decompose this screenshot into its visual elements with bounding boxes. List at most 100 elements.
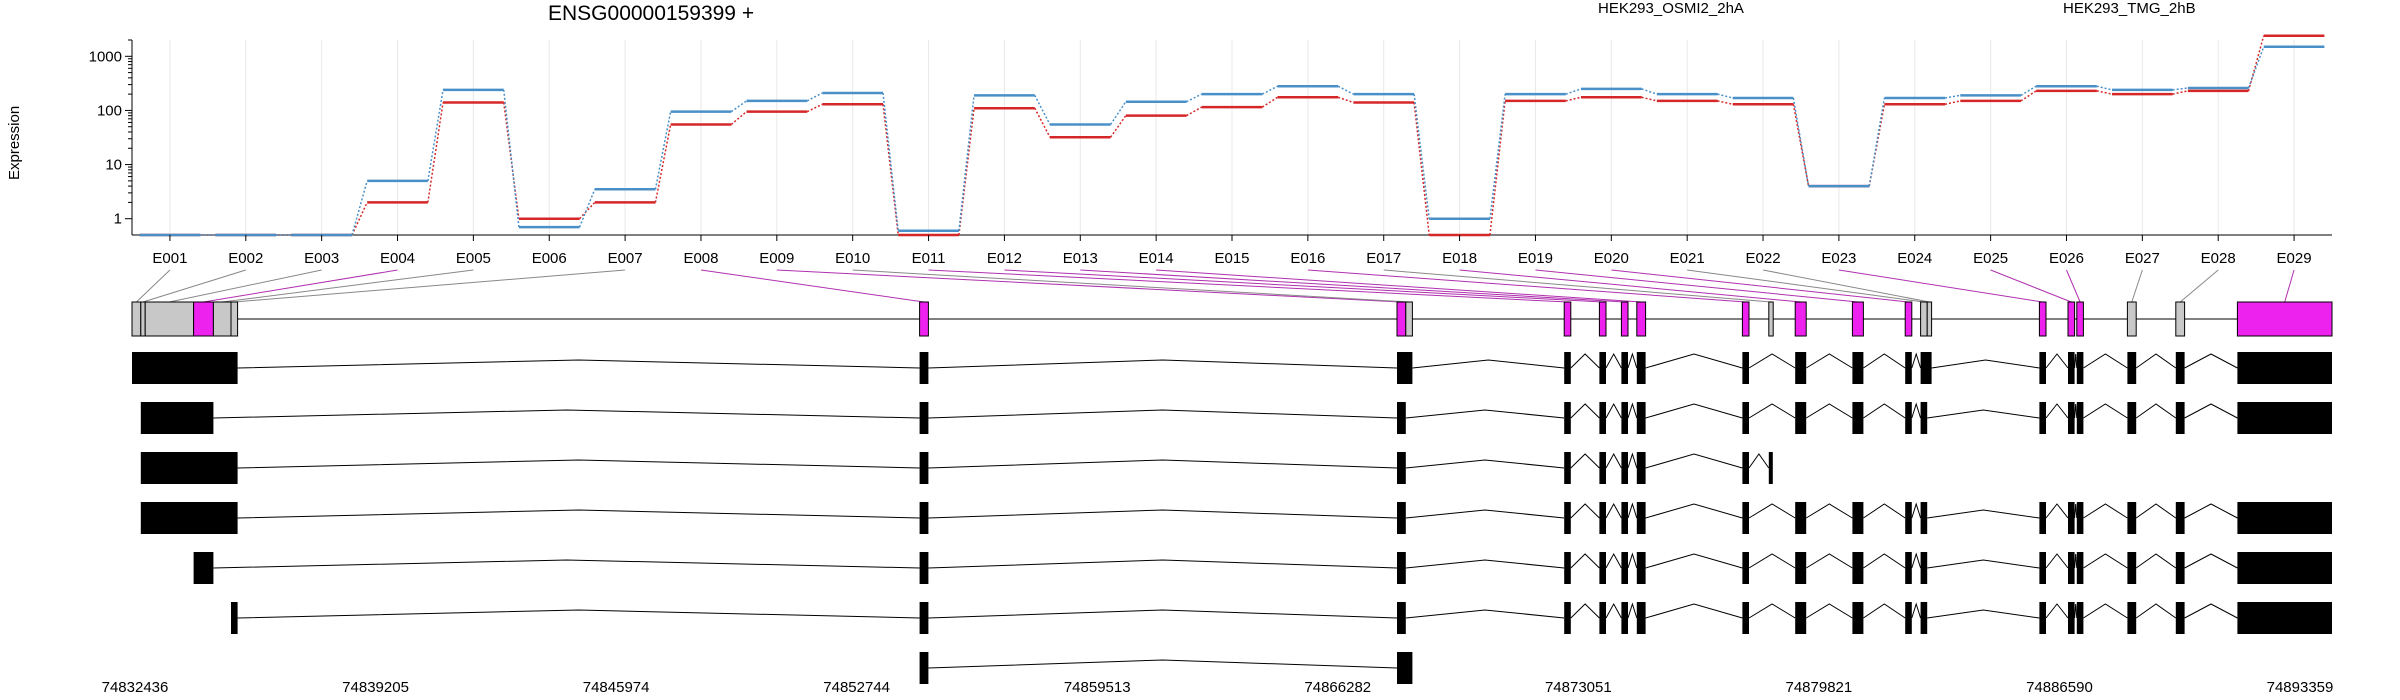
intron xyxy=(928,509,1398,519)
series-transition xyxy=(806,103,823,113)
x-tick-label-e016: E016 xyxy=(1290,250,1325,267)
exon xyxy=(2237,502,2332,534)
intron xyxy=(2074,603,2078,619)
transcript-6 xyxy=(231,602,2332,634)
series-transition xyxy=(2096,90,2113,95)
intron xyxy=(237,459,920,469)
exon xyxy=(919,602,929,634)
x-tick-label-e011: E011 xyxy=(912,250,946,267)
series-transition xyxy=(2172,87,2188,91)
exon xyxy=(919,552,929,584)
exon-connector xyxy=(234,269,626,303)
x-tick-label-e027: E027 xyxy=(2125,250,2160,267)
intron xyxy=(1627,352,1638,369)
x-tick-label-e012: E012 xyxy=(987,250,1022,267)
exon-connector xyxy=(2131,269,2143,303)
exon xyxy=(1852,402,1864,434)
exon xyxy=(2039,602,2046,634)
exon-connector xyxy=(928,269,1568,303)
intron xyxy=(1645,453,1743,469)
x-tick-label-e007: E007 xyxy=(608,250,643,267)
exon-connector xyxy=(203,269,398,303)
series-transition xyxy=(1034,107,1051,138)
intron xyxy=(1645,403,1743,419)
series-transition xyxy=(579,201,596,220)
exon-bin xyxy=(1598,301,1607,337)
series-transition xyxy=(1489,94,1506,219)
exon xyxy=(1636,502,1646,534)
intron xyxy=(237,609,920,619)
exon xyxy=(1621,602,1628,634)
series-transition xyxy=(1717,93,1733,99)
series-transition xyxy=(1792,97,1810,187)
exon xyxy=(2039,502,2046,534)
intron xyxy=(1863,503,1906,519)
exon xyxy=(1742,602,1749,634)
exon xyxy=(1795,352,1807,384)
exon xyxy=(2127,602,2137,634)
x-tick-label-e023: E023 xyxy=(1821,250,1856,267)
intron xyxy=(1911,502,1922,519)
exon xyxy=(1599,352,1606,384)
intron xyxy=(1627,602,1638,619)
intron xyxy=(2083,603,2128,619)
exon-bin xyxy=(2067,301,2076,337)
exon-bin xyxy=(140,301,146,337)
exon xyxy=(1920,602,1928,634)
series-transition xyxy=(2172,90,2189,95)
exon xyxy=(1636,452,1646,484)
exon xyxy=(1795,502,1807,534)
intron xyxy=(1748,353,1796,369)
intron xyxy=(1805,353,1853,369)
intron xyxy=(2184,553,2238,569)
exon xyxy=(1621,352,1628,384)
exon xyxy=(1920,352,1932,384)
intron xyxy=(237,359,920,369)
exon xyxy=(2237,552,2332,584)
series-transition xyxy=(882,92,899,231)
exon-bin xyxy=(1920,301,1928,337)
series-transition xyxy=(1641,96,1658,102)
coordinate-label: 74879821 xyxy=(1786,679,1853,696)
exon-connector xyxy=(1080,269,1625,303)
series-transition xyxy=(1565,88,1582,95)
series-transition xyxy=(1337,85,1354,95)
intron xyxy=(1405,509,1565,519)
intron xyxy=(2135,603,2177,619)
exon xyxy=(1742,502,1749,534)
exon-connector xyxy=(852,269,1410,303)
intron xyxy=(1570,553,1600,569)
exon xyxy=(1397,602,1406,634)
series-transition xyxy=(351,202,368,236)
series-sample-b xyxy=(139,45,2325,237)
exon xyxy=(1397,502,1406,534)
intron xyxy=(1605,502,1622,519)
x-tick-label-e017: E017 xyxy=(1366,250,1401,267)
intron xyxy=(2184,403,2238,419)
intron xyxy=(2184,503,2238,519)
exon xyxy=(2076,502,2084,534)
exon-bin xyxy=(2175,301,2186,337)
exon xyxy=(1564,402,1571,434)
exon-bin xyxy=(1768,301,1774,337)
x-tick-label-e005: E005 xyxy=(456,250,491,267)
coordinate-label: 74832436 xyxy=(102,679,169,696)
exon xyxy=(1852,502,1864,534)
exon xyxy=(1795,552,1807,584)
intron xyxy=(2074,503,2078,519)
transcript-4 xyxy=(140,502,2332,534)
intron xyxy=(1605,352,1622,369)
exon xyxy=(193,552,214,584)
exon-bin xyxy=(2236,301,2333,337)
exon xyxy=(1795,602,1807,634)
exon-bin xyxy=(1636,301,1647,337)
exon xyxy=(1397,352,1413,384)
exon xyxy=(2039,352,2046,384)
x-tick-labels: E001 E002 E003 E004 E005 E006 E007 E008 E009 E010… xyxy=(152,235,2312,267)
intron xyxy=(2083,553,2128,569)
exon xyxy=(2076,602,2084,634)
intron xyxy=(1570,603,1600,619)
x-tick-label-e022: E022 xyxy=(1746,250,1781,267)
exon-connector xyxy=(2066,269,2081,303)
x-tick-label-e004: E004 xyxy=(380,250,415,267)
